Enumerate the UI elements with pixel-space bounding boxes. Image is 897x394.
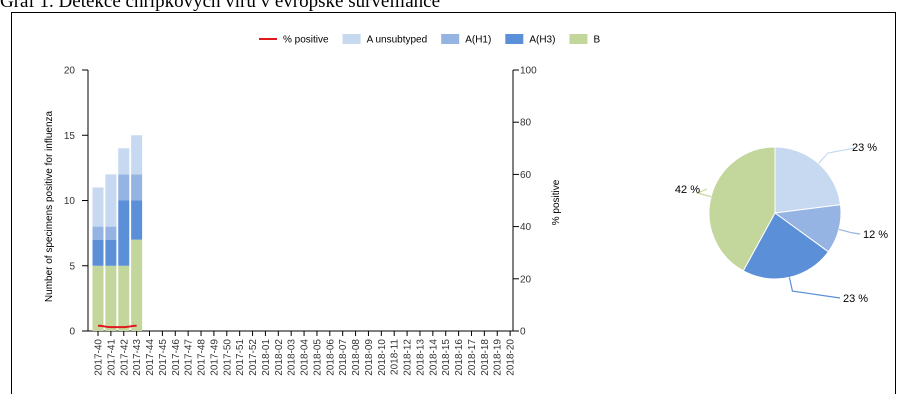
x-tick-label: 2017-43 (132, 339, 143, 376)
percent-positive-path (97, 324, 137, 329)
legend-item-a-h1: A(H1) (441, 34, 491, 46)
x-tick-label: 2018-06 (325, 339, 336, 376)
legend-label: A(H3) (529, 35, 555, 46)
x-tick-label: 2018-02 (274, 339, 285, 376)
x-tick-label: 2018-10 (377, 339, 388, 376)
bar-a-h1 (92, 226, 104, 240)
y2-tick-label: 60 (520, 170, 532, 181)
bar-a-unsubtyped (118, 148, 130, 175)
x-tick-label: 2017-40 (94, 339, 105, 376)
bar-a-unsubtyped (131, 135, 143, 175)
x-tick-label: 2018-08 (351, 339, 362, 376)
pie-slice-a-h3 (742, 212, 830, 280)
pie-label: 42 % (675, 184, 700, 196)
y2-tick-label: 40 (520, 222, 532, 233)
legend-swatch (342, 34, 361, 44)
y2-tick-label: 0 (520, 327, 526, 338)
y2-axis-title: % positive (551, 179, 562, 225)
bar-a-h3 (92, 239, 104, 266)
bar-a-h3 (118, 200, 130, 266)
x-tick-label: 2017-45 (158, 339, 169, 376)
bar-b (105, 265, 117, 331)
y-axis-title: Number of specimens positive for influen… (44, 110, 55, 302)
legend-label: A unsubtyped (367, 35, 428, 46)
x-tick-label: 2017-50 (222, 339, 233, 376)
bar-a-h3 (105, 239, 117, 266)
x-tick-label: 2018-09 (364, 339, 375, 376)
pie-slice-b (708, 146, 776, 272)
bar-b (131, 239, 143, 331)
legend-item-a-h3: A(H3) (505, 34, 555, 46)
x-tick-label: 2017-48 (197, 339, 208, 376)
chart-frame (11, 12, 896, 394)
legend-item-a-unsubtyped: A unsubtyped (342, 34, 428, 46)
x-tick-label: 2018-11 (390, 339, 401, 375)
y-tick-label: 20 (64, 66, 76, 77)
pie-slice-a-unsubtyped (774, 146, 842, 214)
x-tick-label: 2018-15 (441, 339, 452, 376)
y2-tick-label: 20 (520, 274, 532, 285)
x-tick-label: 2018-17 (467, 339, 478, 376)
bar-b (92, 265, 104, 331)
pie-label: 23 % (843, 293, 868, 305)
bar-a-unsubtyped (105, 174, 117, 227)
legend-label: B (593, 35, 600, 46)
y-tick-label: 10 (64, 196, 76, 207)
x-tick-label: 2018-16 (454, 339, 465, 376)
x-tick-label: 2018-12 (403, 339, 414, 376)
bar-a-h1 (118, 174, 130, 201)
pie-leader-line (788, 277, 841, 299)
pie-leader-line (818, 147, 856, 164)
x-tick-label: 2018-04 (300, 339, 311, 376)
x-tick-label: 2017-41 (106, 339, 117, 376)
x-tick-label: 2018-03 (287, 339, 298, 376)
bar-a-h1 (131, 174, 143, 201)
pie-leader-line (838, 228, 861, 235)
bar-b (118, 265, 130, 331)
legend-item-b: B (569, 34, 600, 46)
x-tick-label: 2018-18 (480, 339, 491, 376)
y-tick-label: 0 (69, 327, 75, 338)
y-tick-label: 5 (69, 261, 75, 272)
x-tick-label: 2017-46 (171, 339, 182, 376)
x-tick-label: 2017-52 (248, 339, 259, 376)
bar-a-h1 (105, 226, 117, 240)
chart-axes: 0 5 10 15 20 0 20 40 60 80 100 Number of specimens … (44, 66, 562, 376)
x-tick-label: 2017-47 (184, 339, 195, 376)
y2-tick-label: 100 (520, 66, 537, 77)
bar-a-unsubtyped (92, 187, 104, 227)
x-tick-label: 2017-49 (209, 339, 220, 376)
bar-a-h3 (131, 200, 143, 240)
y-tick-label: 15 (64, 131, 76, 142)
legend-swatch (441, 34, 460, 44)
x-tick-label: 2017-44 (145, 339, 156, 376)
legend-label: A(H1) (465, 35, 491, 46)
pie-label: 23 % (852, 142, 877, 154)
chart-legend: % positive A unsubtyped A(H1) A(H3) B (259, 34, 600, 46)
legend-label: % positive (283, 35, 329, 46)
y2-tick-label: 80 (520, 118, 532, 129)
x-tick-label: 2018-20 (506, 339, 517, 376)
legend-swatch (569, 34, 588, 44)
x-tick-label: 2018-19 (493, 339, 504, 376)
x-tick-label: 2018-05 (312, 339, 323, 376)
bar-series (92, 135, 143, 331)
percent-positive-line (97, 324, 137, 329)
pie-leader-line (695, 188, 712, 198)
x-tick-label: 2018-01 (261, 339, 272, 376)
page-title: Graf 1. Detekce chřipkových virů v evrop… (0, 0, 440, 12)
x-tick-label: 2018-14 (428, 339, 439, 376)
x-tick-label: 2017-51 (235, 339, 246, 376)
x-tick-label: 2017-42 (119, 339, 130, 376)
pie-label: 12 % (863, 229, 888, 241)
legend-item-positive: % positive (259, 35, 329, 46)
legend-swatch (505, 34, 524, 44)
x-tick-label: 2018-13 (415, 339, 426, 376)
pie-chart: 23 % 12 % 23 % 42 % (675, 142, 888, 305)
x-tick-label: 2018-07 (338, 339, 349, 376)
